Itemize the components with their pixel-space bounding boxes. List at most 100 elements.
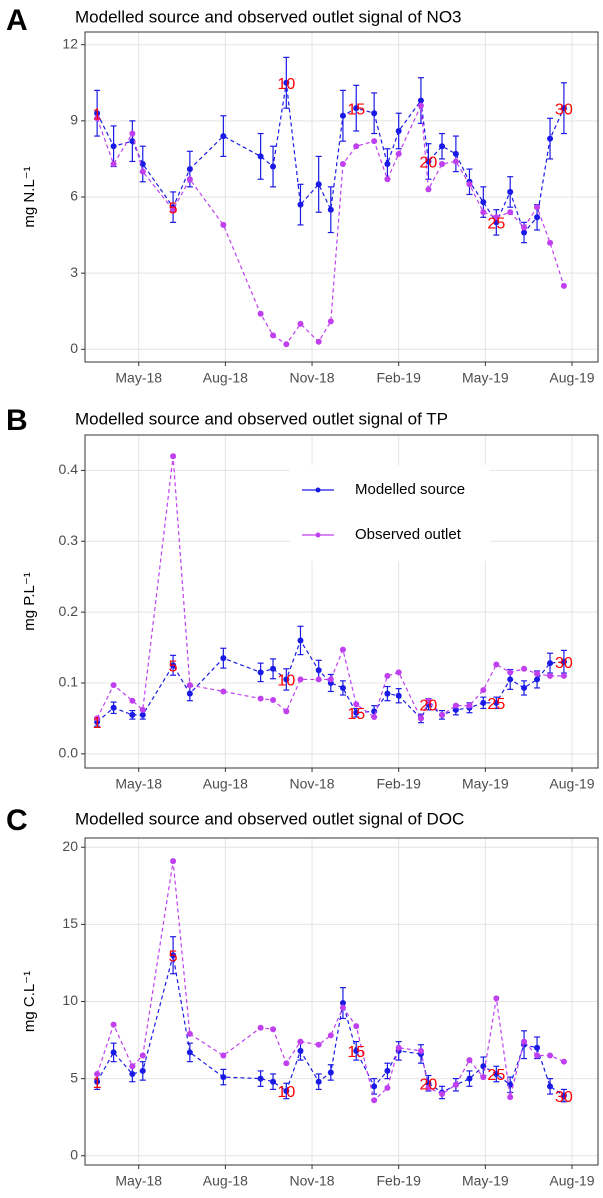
- y-tick-label: 3: [70, 264, 78, 280]
- x-tick-label: May-18: [115, 1173, 162, 1189]
- data-point: [425, 186, 432, 193]
- x-tick-label: Nov-18: [289, 776, 334, 792]
- data-point: [480, 199, 487, 206]
- data-point: [283, 676, 290, 683]
- data-point: [283, 79, 290, 86]
- data-point: [395, 1044, 402, 1051]
- y-tick-label: 9: [70, 112, 78, 128]
- data-point: [439, 161, 446, 167]
- data-point: [220, 1052, 227, 1059]
- data-point: [547, 239, 554, 246]
- data-point: [466, 1075, 473, 1082]
- data-point: [139, 1067, 146, 1074]
- data-point: [417, 102, 424, 109]
- y-tick-label: 0: [70, 340, 78, 356]
- legend-dot: [315, 532, 321, 538]
- data-point: [507, 669, 514, 676]
- data-point: [129, 711, 136, 718]
- data-point: [371, 1083, 378, 1090]
- point-label: 10: [277, 673, 295, 690]
- data-point: [507, 1094, 514, 1101]
- legend-dot: [315, 487, 321, 493]
- data-point: [534, 1052, 541, 1059]
- data-point: [327, 318, 334, 325]
- x-tick-label: Aug-19: [549, 370, 594, 386]
- data-point: [94, 1070, 101, 1077]
- x-tick-label: Aug-18: [203, 776, 248, 792]
- data-point: [297, 676, 304, 683]
- point-label: 30: [555, 655, 573, 672]
- data-point: [534, 214, 541, 221]
- y-tick-label: 5: [70, 1069, 78, 1085]
- data-point: [139, 706, 146, 713]
- data-point: [339, 112, 346, 119]
- data-point: [327, 1032, 334, 1039]
- plot-border: [84, 31, 599, 363]
- data-point: [129, 130, 136, 137]
- data-point: [452, 158, 459, 165]
- data-point: [129, 1070, 136, 1077]
- data-point: [94, 715, 101, 722]
- data-point: [425, 1084, 432, 1091]
- series-line: [96, 639, 564, 723]
- y-tick-label: 0.0: [59, 745, 79, 761]
- data-point: [560, 672, 567, 679]
- data-point: [534, 204, 541, 211]
- data-point: [129, 138, 136, 145]
- data-point: [270, 1078, 277, 1085]
- data-point: [283, 1087, 290, 1094]
- y-axis-label: mg P.L⁻¹: [21, 572, 38, 631]
- point-label: 30: [555, 101, 573, 118]
- data-point: [220, 655, 227, 662]
- data-point: [110, 143, 117, 150]
- data-point: [327, 676, 334, 683]
- y-tick-label: 20: [62, 838, 78, 854]
- data-point: [110, 682, 117, 689]
- data-point: [493, 214, 500, 221]
- data-point: [297, 1038, 304, 1045]
- data-point: [507, 676, 514, 683]
- y-axis-label: mg N.L⁻¹: [21, 166, 38, 227]
- data-point: [283, 708, 290, 715]
- data-point: [452, 706, 459, 713]
- data-point: [395, 692, 402, 699]
- data-point: [257, 153, 264, 160]
- data-point: [521, 684, 528, 691]
- panel-label: A: [6, 4, 28, 37]
- data-point: [521, 1038, 528, 1045]
- data-point: [315, 1078, 322, 1085]
- point-label: 1: [93, 1075, 102, 1092]
- point-label: 15: [347, 1044, 365, 1061]
- y-tick-label: 15: [62, 915, 78, 931]
- data-point: [327, 206, 334, 213]
- data-point: [327, 1069, 334, 1076]
- data-point: [186, 690, 193, 697]
- data-point: [139, 161, 146, 167]
- data-point: [395, 669, 402, 676]
- x-tick-label: Feb-19: [377, 776, 422, 792]
- data-point: [297, 1047, 304, 1054]
- data-point: [417, 1047, 424, 1054]
- panel: 0 3 6 9 12 May-18 Aug-18 Nov-18 Feb-19 May-19 Aug-…: [6, 4, 599, 386]
- data-point: [94, 1078, 101, 1085]
- data-point: [384, 176, 391, 183]
- data-point: [270, 163, 277, 170]
- x-tick-label: Aug-18: [203, 1173, 248, 1189]
- point-label: 20: [420, 155, 438, 172]
- data-point: [425, 158, 432, 165]
- data-point: [439, 143, 446, 150]
- data-point: [521, 224, 528, 231]
- data-point: [534, 1044, 541, 1051]
- panel-label: C: [6, 804, 28, 837]
- x-tick-label: Aug-18: [203, 370, 248, 386]
- data-point: [493, 1070, 500, 1077]
- point-label: 30: [555, 1089, 573, 1106]
- data-point: [297, 637, 304, 644]
- point-label: 15: [347, 101, 365, 118]
- data-point: [220, 221, 227, 228]
- data-point: [493, 219, 500, 226]
- data-point: [480, 1063, 487, 1070]
- data-point: [466, 1057, 473, 1064]
- point-label: 5: [169, 658, 178, 675]
- x-tick-label: Feb-19: [377, 1173, 422, 1189]
